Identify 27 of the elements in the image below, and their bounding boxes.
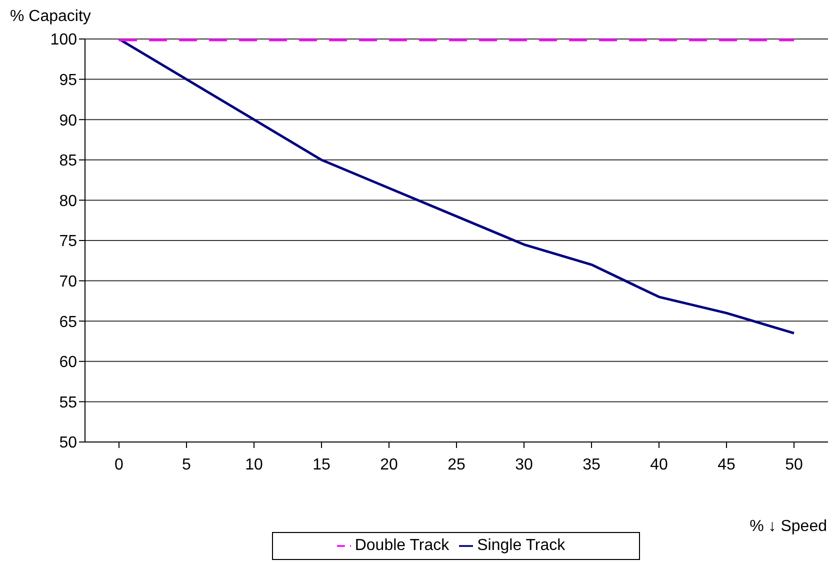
x-tick-label: 25 [448,456,466,474]
y-tick-label: 60 [59,354,78,372]
x-tick-label: 20 [380,456,398,474]
y-tick-label: 55 [59,394,78,412]
y-tick-label: 75 [59,233,78,250]
y-axis-title: % Capacity [10,8,91,26]
x-tick-label: 30 [515,456,533,474]
y-tick-label: 95 [59,72,78,89]
x-tick-label: 0 [114,456,124,474]
legend-label: Double Track [354,537,450,554]
line-series [118,39,796,334]
y-tick-label: 85 [59,152,78,170]
y-tick-label: 80 [59,192,78,210]
x-tick-label: 10 [245,456,263,474]
y-tick-label: 70 [59,273,78,290]
y-tick-label: 50 [59,434,78,452]
x-tick-label: 15 [312,456,330,474]
x-axis-title: % ↓ Speed [750,518,827,536]
x-tick-label: 40 [650,456,668,474]
x-tick-label: 5 [182,456,192,474]
legend-label: Single Track [477,537,566,554]
x-tick-label: 50 [785,456,803,474]
y-tick-label: 65 [59,314,78,331]
x-tick-label: 45 [718,456,736,474]
x-tick-label: 35 [582,456,600,474]
y-tick-label: 90 [59,112,78,130]
y-tick-label: 100 [50,32,78,49]
